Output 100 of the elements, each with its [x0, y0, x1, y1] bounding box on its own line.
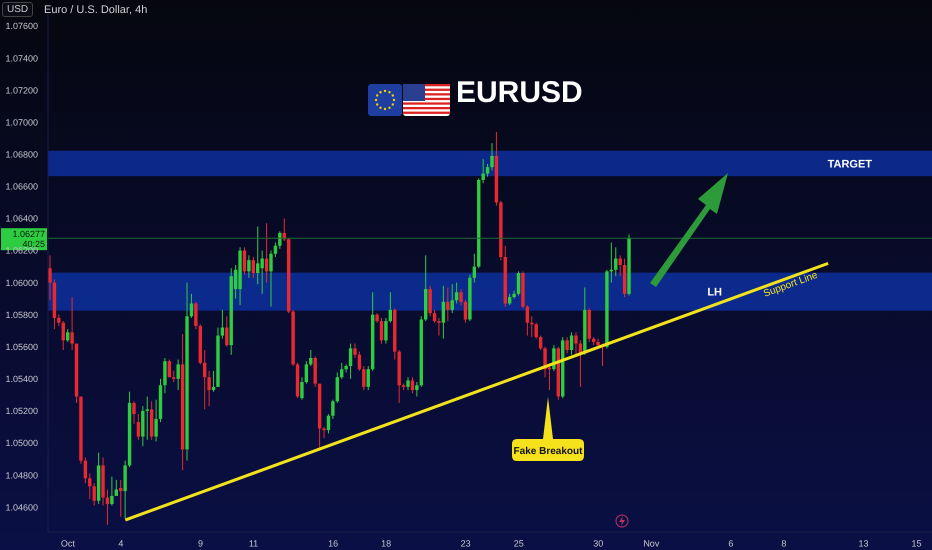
- candlestick: [168, 359, 172, 378]
- candlestick: [534, 322, 538, 340]
- candlestick: [454, 282, 458, 304]
- candlestick: [375, 312, 379, 324]
- candlestick: [388, 292, 392, 324]
- candlestick: [459, 288, 463, 306]
- x-tick-label: 6: [728, 538, 734, 548]
- y-tick-label: 1.06400: [5, 214, 38, 224]
- candlestick: [331, 399, 335, 420]
- candlestick: [110, 476, 114, 506]
- candlestick: [446, 286, 450, 322]
- candlestick: [172, 370, 176, 383]
- y-tick-label: 1.07200: [5, 85, 38, 96]
- candlestick: [274, 242, 278, 258]
- x-tick-label: Nov: [643, 538, 660, 548]
- x-tick-label: 8: [781, 538, 786, 548]
- candlestick: [362, 366, 366, 391]
- y-tick-label: 1.05200: [5, 406, 38, 416]
- candlestick: [247, 254, 251, 278]
- candlestick: [415, 382, 419, 397]
- y-tick-label: 1.05000: [5, 438, 38, 448]
- candlestick: [526, 304, 530, 336]
- candlestick: [442, 285, 446, 340]
- x-tick-label: 30: [593, 538, 604, 548]
- candlestick: [610, 242, 614, 284]
- candlestick: [114, 479, 118, 496]
- candlestick: [304, 360, 308, 384]
- candlestick: [472, 253, 476, 284]
- x-tick-label: 13: [858, 538, 868, 548]
- candlestick: [57, 314, 61, 326]
- x-tick-label: 4: [118, 538, 124, 548]
- candlestick: [530, 316, 534, 338]
- candlestick: [508, 293, 512, 306]
- y-tick-label: 1.04800: [5, 470, 38, 480]
- y-tick-label: 1.04600: [5, 502, 38, 512]
- text: USD: [2, 2, 34, 17]
- candlestick: [62, 320, 65, 350]
- candlestick: [176, 359, 180, 391]
- candlestick: [119, 479, 122, 518]
- annotation: Fake Breakout: [514, 446, 584, 457]
- band-label: LH: [707, 286, 722, 299]
- candlestick: [538, 335, 542, 350]
- candlestick: [203, 349, 206, 410]
- candlestick: [264, 222, 268, 284]
- y-tick-label: 1.05400: [5, 374, 38, 384]
- candlestick: [300, 376, 304, 400]
- candlestick: [384, 317, 388, 344]
- y-tick-label: 1.05800: [5, 310, 38, 320]
- candlestick: [146, 396, 149, 440]
- candlestick: [260, 250, 264, 294]
- candlestick: [450, 284, 454, 314]
- x-tick-label: 23: [460, 538, 471, 548]
- candlestick: [278, 230, 282, 250]
- candlestick: [207, 370, 211, 407]
- candlestick: [92, 482, 96, 506]
- x-tick-label: 15: [912, 538, 922, 548]
- candlestick: [106, 489, 110, 526]
- candlestick: [136, 414, 140, 440]
- y-tick-label: 1.07400: [5, 53, 38, 64]
- candlestick: [358, 351, 362, 372]
- candlestick: [353, 343, 357, 358]
- chart-subtitle: Euro / U.S. Dollar, 4h: [44, 4, 148, 16]
- y-tick-label: 1.05600: [5, 342, 38, 352]
- x-tick-label: 18: [381, 538, 392, 548]
- candlestick: [154, 399, 158, 442]
- candlestick: [309, 349, 312, 367]
- y-tick-label: 1.06000: [5, 278, 38, 288]
- x-tick-label: 11: [248, 538, 258, 548]
- candlestick: [366, 366, 370, 391]
- candlestick: [252, 256, 256, 278]
- ref-line-label: 1.06277: [12, 229, 45, 240]
- x-tick-label: 9: [198, 538, 203, 548]
- candlestick: [410, 376, 414, 394]
- candlestick: [84, 456, 88, 484]
- candlestick: [406, 376, 410, 391]
- candlestick: [481, 158, 485, 184]
- candlestick: [88, 472, 92, 500]
- y-tick-label: 1.07600: [5, 21, 38, 32]
- candlestick: [66, 328, 70, 342]
- text: EURUSD: [456, 76, 583, 110]
- candlestick: [578, 340, 582, 388]
- candlestick: [194, 301, 198, 330]
- y-tick-label: 1.06800: [5, 150, 38, 160]
- candlestick: [220, 309, 224, 340]
- y-tick-label: 1.06600: [5, 182, 38, 192]
- candlestick: [225, 316, 228, 348]
- band-label: TARGET: [828, 158, 872, 170]
- candlestick: [565, 336, 569, 354]
- candlestick: [614, 246, 618, 277]
- candlestick: [570, 332, 574, 356]
- candlestick: [340, 362, 344, 380]
- candlestick: [486, 163, 490, 178]
- candlestick: [70, 296, 74, 350]
- candlestick: [618, 254, 622, 277]
- x-tick-label: Oct: [60, 538, 76, 548]
- candlestick: [348, 343, 352, 380]
- y-tick-label: 1.07000: [5, 117, 38, 128]
- candlestick: [190, 293, 194, 318]
- x-tick-label: 25: [514, 538, 524, 548]
- x-tick-label: 16: [328, 538, 338, 548]
